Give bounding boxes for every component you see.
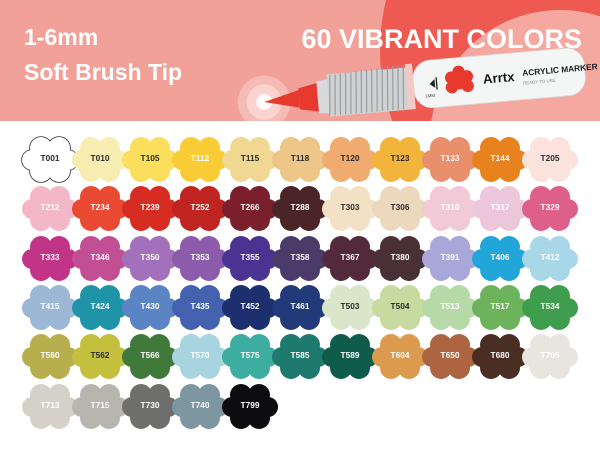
svg-text:1MM: 1MM xyxy=(425,93,435,99)
svg-text:Arrtx: Arrtx xyxy=(482,69,515,87)
